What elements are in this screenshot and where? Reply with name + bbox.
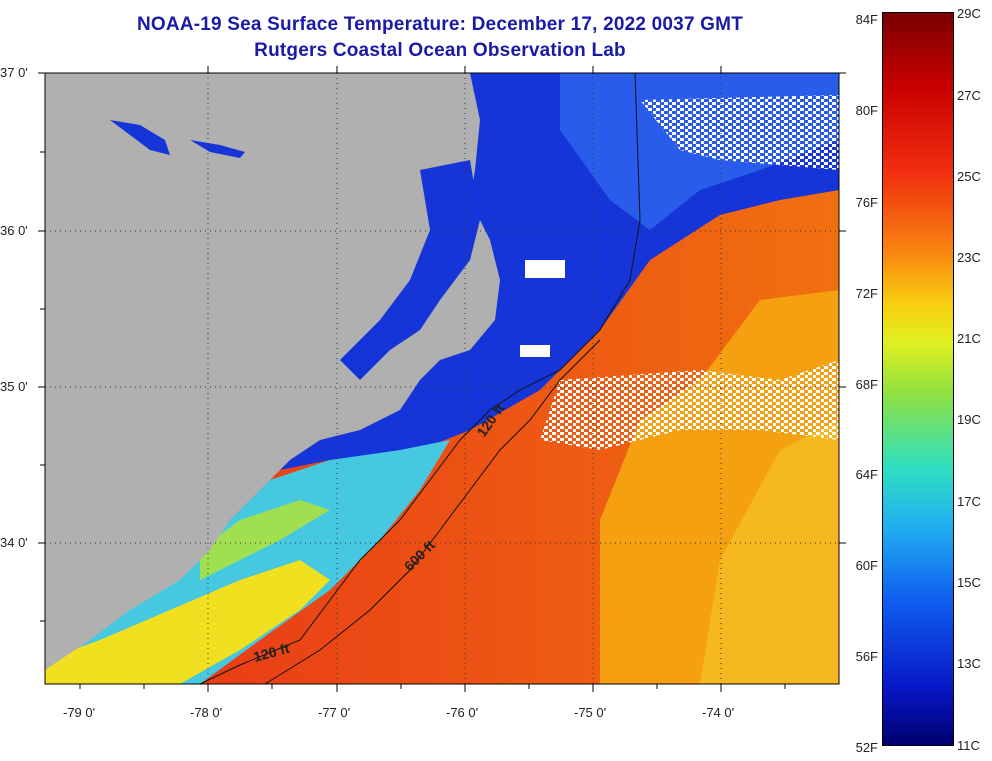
colorbar-c-17: 17C: [957, 494, 981, 509]
colorbar-c-29: 29C: [957, 6, 981, 21]
inland-river-2: [190, 140, 245, 158]
clouds-mid: [540, 360, 839, 450]
lon-label-78: -78 0': [190, 705, 222, 720]
axis-ticks: [38, 66, 846, 692]
colorbar-c-27: 27C: [957, 88, 981, 103]
lon-label-76: -76 0': [446, 705, 478, 720]
lat-label-35: 35 0': [0, 379, 28, 394]
clouds-north: [640, 95, 839, 170]
lat-label-36: 36 0': [0, 223, 28, 238]
map-title: NOAA-19 Sea Surface Temperature: Decembe…: [137, 14, 743, 35]
lon-label-77: -77 0': [318, 705, 350, 720]
lon-label-79: -79 0': [63, 705, 95, 720]
colorbar-f-84: 84F: [855, 12, 878, 27]
ocean-nearshore-green: [200, 500, 330, 580]
lat-label-34: 34 0': [0, 535, 28, 550]
inland-water: [340, 160, 480, 380]
colorbar-f-64: 64F: [855, 467, 878, 482]
colorbar-f-52: 52F: [855, 740, 878, 755]
colorbar-f-76: 76F: [855, 195, 878, 210]
colorbar-c-25: 25C: [957, 169, 981, 184]
ocean-offshore-east: [700, 420, 839, 684]
colorbar-f-60: 60F: [855, 558, 878, 573]
colorbar-c-19: 19C: [957, 412, 981, 427]
ocean-nearshore-yellow: [45, 560, 330, 684]
colorbar-c-23: 23C: [957, 250, 981, 265]
map-subtitle: Rutgers Coastal Ocean Observation Lab: [254, 40, 626, 61]
colorbar-f-56: 56F: [855, 649, 878, 664]
lat-label-37: 37 0': [0, 65, 28, 80]
cloud-patch-2: [520, 345, 550, 357]
colorbar-c-13: 13C: [957, 656, 981, 671]
lon-label-74: -74 0': [702, 705, 734, 720]
colorbar-c-15: 15C: [957, 575, 981, 590]
map-frame: [44, 72, 840, 685]
colorbar-f-68: 68F: [855, 377, 878, 392]
colorbar-f-72: 72F: [855, 286, 878, 301]
cloud-patch: [525, 260, 565, 278]
colorbar-f-80: 80F: [855, 103, 878, 118]
temperature-colorbar: [882, 12, 954, 746]
contour-600ft: [264, 339, 601, 685]
lon-label-75: -75 0': [574, 705, 606, 720]
contour-120ft: [199, 72, 641, 685]
colorbar-c-11: 11C: [957, 738, 980, 753]
inland-river: [110, 120, 170, 155]
land: [45, 73, 500, 670]
colorbar-c-21: 21C: [957, 331, 981, 346]
graticule: [45, 73, 839, 684]
